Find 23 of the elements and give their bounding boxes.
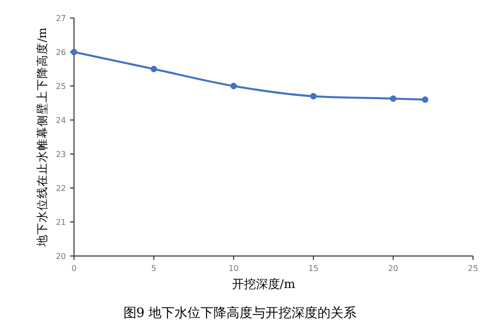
x-tick-label: 5 — [151, 264, 156, 273]
y-tick-label: 20 — [56, 252, 66, 261]
x-tick-label: 0 — [71, 264, 77, 273]
y-tick-label: 27 — [56, 14, 66, 23]
y-tick-label: 22 — [56, 184, 66, 193]
point — [70, 48, 78, 56]
text: 图9 地下水位下降高度与开挖深度的关系 — [123, 305, 357, 321]
point — [150, 66, 157, 72]
point — [390, 95, 396, 102]
x-tick-label: 25 — [468, 264, 478, 273]
x-axis-title: 开挖深度/m — [232, 277, 296, 291]
x-tick-label: 20 — [388, 264, 398, 273]
y-tick-label: 24 — [56, 116, 66, 125]
y-tick-label: 21 — [56, 218, 66, 227]
point — [422, 96, 428, 103]
y-tick-label: 25 — [56, 82, 66, 91]
x-tick-label: 10 — [228, 264, 239, 273]
y-tick-label: 26 — [56, 48, 66, 57]
x-tick-label: 15 — [308, 264, 318, 273]
point — [230, 82, 237, 90]
y-axis-title: 地下水位线在止水帷幕侧壁上下降高度/m — [35, 28, 49, 248]
y-tick-label: 23 — [56, 150, 66, 159]
point — [310, 93, 317, 100]
